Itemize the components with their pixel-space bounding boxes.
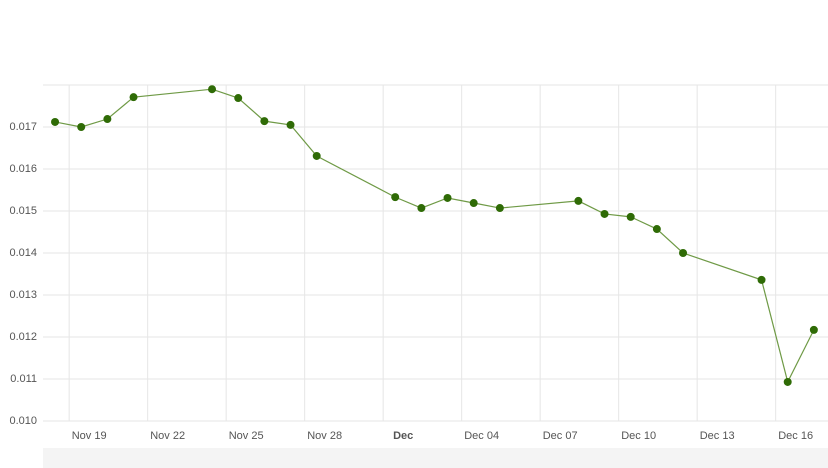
data-point [443,193,452,202]
data-point [208,85,217,94]
y-tick-label: 0.012 [9,331,37,343]
y-tick-label: 0.014 [9,247,37,259]
data-point [312,151,321,160]
x-tick-label: Dec 04 [464,430,499,442]
x-tick-label: Nov 22 [150,430,185,442]
x-tick-label: Dec 07 [543,430,578,442]
data-point [77,123,86,131]
data-point [129,93,138,102]
y-tick-label: 0.016 [9,163,37,175]
data-point [234,94,243,103]
x-tick-label: Dec 16 [778,430,813,442]
data-point [51,117,60,126]
series-line [54,88,815,384]
x-tick-label: Nov 28 [307,430,342,442]
y-tick-label: 0.017 [9,121,37,133]
x-tick-label: Dec [393,430,413,442]
data-point [679,249,688,257]
data-point [652,225,661,234]
data-point [286,120,295,129]
x-tick-label: Dec 13 [700,430,735,442]
data-point [757,275,766,284]
data-point [495,204,504,213]
y-tick-label: 0.011 [10,373,37,385]
data-point [260,117,269,126]
data-point [469,199,478,208]
data-point [783,377,792,386]
data-point [600,209,609,218]
data-point [574,196,583,205]
data-point [417,204,426,213]
data-point [626,212,635,221]
data-point [391,193,400,202]
data-point [809,325,818,334]
y-tick-label: 0.010 [9,415,37,427]
y-tick-label: 0.015 [9,205,37,217]
scroll-strip [43,448,828,468]
data-point [103,115,112,124]
x-tick-label: Dec 10 [621,430,656,442]
x-tick-label: Nov 19 [72,430,107,442]
y-tick-label: 0.013 [9,289,37,301]
x-tick-label: Nov 25 [229,430,264,442]
